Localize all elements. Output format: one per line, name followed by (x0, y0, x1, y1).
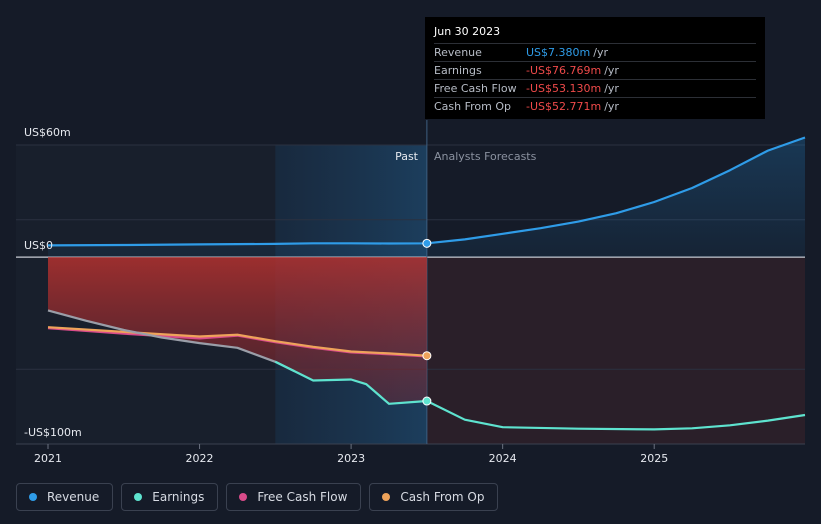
legend-dot-icon (239, 493, 248, 501)
series-markers (422, 238, 432, 406)
tooltip-value: -US$52.771m (526, 100, 602, 113)
y-axis-label-bottom: -US$100m (24, 426, 82, 439)
x-tick-label: 2022 (186, 452, 214, 465)
series-lines (47, 136, 806, 431)
legend-item-earnings[interactable]: Earnings (121, 483, 219, 511)
forecast-negative-background (426, 257, 805, 444)
tooltip-label: Cash From Op (434, 100, 512, 113)
tooltip: Jun 30 2023 Revenue US$7.380m /yr Earnin… (425, 17, 765, 119)
legend-item-revenue[interactable]: Revenue (16, 483, 114, 511)
tooltip-row-cash-from-op: Cash From Op -US$52.771m /yr (434, 97, 756, 115)
tooltip-unit: /yr (604, 100, 619, 113)
forecast-label: Analysts Forecasts (434, 150, 537, 163)
x-axis-ticks: 2021 2022 2023 2024 2025 (34, 444, 668, 465)
tooltip-value: US$7.380m (526, 46, 591, 59)
revenue-area-fill (48, 137, 805, 258)
legend-dot-icon (134, 493, 143, 501)
legend: Revenue Earnings Free Cash Flow Cash Fro… (16, 483, 499, 511)
earnings-marker (422, 396, 432, 406)
legend-label: Cash From Op (400, 490, 485, 504)
tooltip-unit: /yr (604, 82, 619, 95)
tooltip-row-earnings: Earnings -US$76.769m /yr (434, 61, 756, 79)
chart-labels: US$60m US$0 -US$100m Past Analysts Forec… (24, 126, 537, 439)
y-axis-label-zero: US$0 (24, 239, 53, 252)
tooltip-label: Revenue (434, 46, 482, 59)
tooltip-value: -US$76.769m (526, 64, 602, 77)
tooltip-value: -US$53.130m (526, 82, 602, 95)
y-axis-label-top: US$60m (24, 126, 71, 139)
legend-label: Revenue (47, 490, 100, 504)
legend-dot-icon (29, 493, 37, 501)
legend-dot-icon (382, 493, 391, 501)
cash-from-op-line (47, 326, 427, 357)
earnings-area-fill (48, 257, 427, 404)
earnings-line (274, 360, 806, 431)
cash-from-op-marker (422, 351, 432, 361)
legend-item-cash-from-op[interactable]: Cash From Op (369, 483, 499, 511)
past-label: Past (395, 150, 419, 163)
x-tick-label: 2023 (337, 452, 365, 465)
x-tick-label: 2024 (489, 452, 517, 465)
area-fills (48, 137, 805, 404)
tooltip-row-free-cash-flow: Free Cash Flow -US$53.130m /yr (434, 79, 756, 97)
tooltip-date: Jun 30 2023 (434, 25, 501, 38)
tooltip-label: Earnings (434, 64, 482, 77)
tooltip-unit: /yr (604, 64, 619, 77)
tooltip-row-revenue: Revenue US$7.380m /yr (434, 43, 756, 61)
earnings-line-early (47, 309, 295, 373)
revenue-marker (422, 238, 432, 248)
x-tick-label: 2025 (640, 452, 668, 465)
legend-item-free-cash-flow[interactable]: Free Cash Flow (226, 483, 362, 511)
legend-label: Free Cash Flow (257, 490, 348, 504)
tooltip-unit: /yr (593, 46, 608, 59)
x-tick-label: 2021 (34, 452, 62, 465)
legend-label: Earnings (152, 490, 205, 504)
tooltip-label: Free Cash Flow (434, 82, 517, 95)
revenue-line (47, 136, 806, 247)
